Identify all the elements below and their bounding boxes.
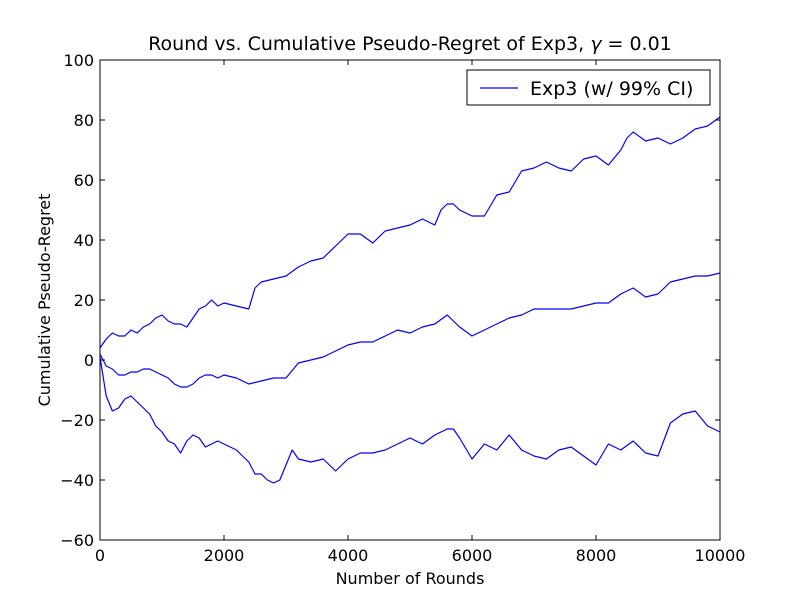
legend: Exp3 (w/ 99% CI)	[466, 69, 711, 106]
plot-frame	[99, 59, 721, 541]
y-tick-label: 60	[74, 171, 94, 190]
y-tick-label: −20	[60, 411, 94, 430]
y-tick-label: 20	[74, 291, 94, 310]
legend-label: Exp3 (w/ 99% CI)	[530, 78, 693, 100]
y-tick-label: 80	[74, 111, 94, 130]
series-line-mean	[99, 272, 721, 388]
y-tick-label: 0	[84, 351, 94, 370]
y-axis-ticks: −60 −40 −20 0 20 40 60 80 100	[60, 51, 720, 550]
y-tick-label: 100	[63, 51, 94, 70]
x-tick-label: 8000	[576, 546, 617, 565]
plot-lines	[99, 116, 721, 484]
series-line-upper	[99, 116, 721, 349]
x-tick-label: 2000	[204, 546, 245, 565]
x-tick-label: 0	[95, 546, 105, 565]
x-tick-label: 10000	[695, 546, 746, 565]
y-tick-label: −40	[60, 471, 94, 490]
y-axis-label: Cumulative Pseudo-Regret	[35, 194, 54, 407]
x-axis-label: Number of Rounds	[336, 569, 485, 588]
y-tick-label: −60	[60, 531, 94, 550]
x-axis-ticks: 0 2000 4000 6000 8000 10000	[95, 60, 746, 565]
x-tick-label: 6000	[452, 546, 493, 565]
series-line-lower	[99, 356, 721, 484]
chart-title: Round vs. Cumulative Pseudo-Regret of Ex…	[148, 33, 672, 55]
x-tick-label: 4000	[328, 546, 369, 565]
y-tick-label: 40	[74, 231, 94, 250]
